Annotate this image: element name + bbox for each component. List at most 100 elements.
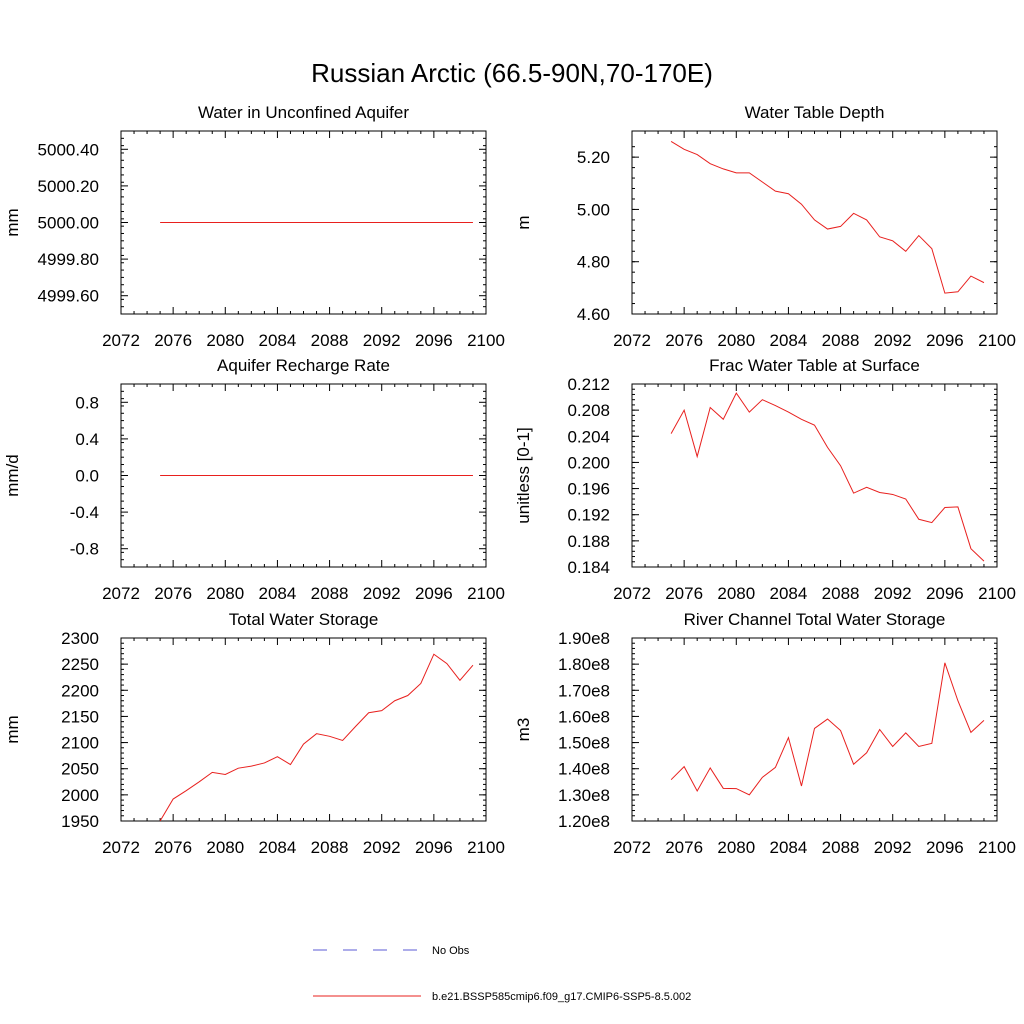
y-tick-label: 1.80e8 bbox=[558, 655, 610, 674]
x-tick-label: 2072 bbox=[102, 838, 140, 857]
x-tick-label: 2096 bbox=[415, 584, 453, 603]
x-tick-label: 2076 bbox=[665, 331, 703, 350]
figure-title: Russian Arctic (66.5-90N,70-170E) bbox=[311, 58, 713, 88]
y-tick-label: 5000.20 bbox=[38, 177, 99, 196]
x-tick-label: 2088 bbox=[311, 584, 349, 603]
y-tick-label: 1.90e8 bbox=[558, 629, 610, 648]
y-tick-label: 2150 bbox=[61, 707, 99, 726]
x-tick-label: 2080 bbox=[206, 838, 244, 857]
y-tick-label: 4.60 bbox=[577, 305, 610, 324]
x-tick-label: 2096 bbox=[926, 331, 964, 350]
series-line bbox=[670, 392, 985, 562]
y-tick-label: 0.208 bbox=[567, 401, 610, 420]
y-tick-label: 1.30e8 bbox=[558, 786, 610, 805]
y-tick-label: 1.50e8 bbox=[558, 734, 610, 753]
chart-water-in-unconfined-aquifer: 2072 2076 2080 2084 2088 2092 2096 2100 4999.60 4… bbox=[3, 103, 505, 350]
y-tick-label: 1.20e8 bbox=[558, 812, 610, 831]
y-tick-label: -0.4 bbox=[70, 503, 99, 522]
y-tick-label: 2100 bbox=[61, 734, 99, 753]
x-tick-label: 2092 bbox=[363, 838, 401, 857]
x-tick-label: 2092 bbox=[874, 331, 912, 350]
chart-river-channel-total-water-storage: 2072 2076 2080 2084 2088 2092 2096 2100 1.20e8 1.… bbox=[514, 610, 1016, 857]
y-tick-label: 4.80 bbox=[577, 253, 610, 272]
x-tick-label: 2076 bbox=[154, 584, 192, 603]
y-tick-label: 1.60e8 bbox=[558, 707, 610, 726]
legend-label-no-obs: No Obs bbox=[432, 945, 470, 957]
y-tick-label: 1.70e8 bbox=[558, 681, 610, 700]
y-axis-label: unitless [0-1] bbox=[514, 427, 533, 523]
x-tick-label: 2084 bbox=[770, 331, 808, 350]
x-tick-label: 2072 bbox=[102, 584, 140, 603]
y-tick-label: 5000.00 bbox=[38, 214, 99, 233]
y-tick-label: 0.0 bbox=[75, 467, 99, 486]
plot-frame bbox=[631, 383, 998, 568]
chart-total-water-storage: 2072 2076 2080 2084 2088 2092 2096 2100 1950 2000… bbox=[3, 610, 505, 857]
x-tick-label: 2076 bbox=[665, 838, 703, 857]
y-tick-label: 1.40e8 bbox=[558, 760, 610, 779]
y-tick-label: 5.20 bbox=[577, 148, 610, 167]
x-tick-label: 2100 bbox=[978, 838, 1016, 857]
x-tick-label: 2100 bbox=[467, 838, 505, 857]
x-tick-label: 2100 bbox=[467, 584, 505, 603]
x-tick-label: 2076 bbox=[665, 584, 703, 603]
x-tick-label: 2096 bbox=[926, 584, 964, 603]
x-tick-label: 2084 bbox=[259, 584, 297, 603]
x-tick-label: 2084 bbox=[259, 838, 297, 857]
y-tick-label: 5.00 bbox=[577, 200, 610, 219]
y-tick-label: 0.8 bbox=[75, 393, 99, 412]
chart-water-table-depth: 2072 2076 2080 2084 2088 2092 2096 2100 4.60 4.80… bbox=[514, 103, 1016, 350]
chart-title: Total Water Storage bbox=[229, 610, 379, 629]
y-axis-label: m3 bbox=[514, 718, 533, 742]
chart-frac-water-table-at-surface: 2072 2076 2080 2084 2088 2092 2096 2100 0.184 0.1… bbox=[514, 356, 1016, 603]
y-tick-label: 2250 bbox=[61, 655, 99, 674]
x-tick-label: 2088 bbox=[311, 331, 349, 350]
y-tick-label: 0.212 bbox=[567, 375, 610, 394]
y-tick-label: 2300 bbox=[61, 629, 99, 648]
series-line bbox=[670, 662, 985, 796]
x-tick-label: 2088 bbox=[311, 838, 349, 857]
y-tick-label: 0.4 bbox=[75, 430, 99, 449]
legend: No Obs b.e21.BSSP585cmip6.f09_g17.CMIP6-… bbox=[313, 945, 691, 1003]
y-tick-label: 1950 bbox=[61, 812, 99, 831]
x-tick-label: 2088 bbox=[822, 584, 860, 603]
x-tick-label: 2080 bbox=[717, 838, 755, 857]
chart-title: Aquifer Recharge Rate bbox=[217, 356, 390, 375]
x-tick-label: 2084 bbox=[259, 331, 297, 350]
x-tick-label: 2080 bbox=[717, 584, 755, 603]
x-tick-label: 2096 bbox=[415, 331, 453, 350]
y-axis-label: mm bbox=[3, 715, 22, 743]
x-tick-label: 2088 bbox=[822, 838, 860, 857]
y-axis-label: m bbox=[514, 215, 533, 229]
y-tick-label: 2050 bbox=[61, 760, 99, 779]
x-tick-label: 2100 bbox=[978, 584, 1016, 603]
y-tick-label: 0.188 bbox=[567, 532, 610, 551]
x-tick-label: 2092 bbox=[363, 331, 401, 350]
series-line bbox=[670, 141, 985, 294]
y-tick-label: 4999.60 bbox=[38, 287, 99, 306]
x-tick-label: 2088 bbox=[822, 331, 860, 350]
x-tick-label: 2080 bbox=[206, 331, 244, 350]
series-line bbox=[159, 653, 474, 821]
chart-title: Water in Unconfined Aquifer bbox=[198, 103, 409, 122]
x-tick-label: 2072 bbox=[613, 584, 651, 603]
y-tick-label: 0.192 bbox=[567, 506, 610, 525]
x-tick-label: 2072 bbox=[613, 838, 651, 857]
x-tick-label: 2100 bbox=[467, 331, 505, 350]
y-tick-label: 0.184 bbox=[567, 558, 610, 577]
x-tick-label: 2080 bbox=[717, 331, 755, 350]
legend-label-model-run: b.e21.BSSP585cmip6.f09_g17.CMIP6-SSP5-8.… bbox=[432, 991, 691, 1003]
chart-panels: 2072 2076 2080 2084 2088 2092 2096 2100 4999.60 4… bbox=[3, 103, 1016, 857]
chart-title: River Channel Total Water Storage bbox=[684, 610, 946, 629]
x-tick-label: 2076 bbox=[154, 838, 192, 857]
chart-title: Frac Water Table at Surface bbox=[709, 356, 920, 375]
x-tick-label: 2100 bbox=[978, 331, 1016, 350]
x-tick-label: 2072 bbox=[102, 331, 140, 350]
x-tick-label: 2072 bbox=[613, 331, 651, 350]
x-tick-label: 2096 bbox=[415, 838, 453, 857]
y-tick-label: -0.8 bbox=[70, 540, 99, 559]
x-tick-label: 2092 bbox=[874, 838, 912, 857]
x-tick-label: 2092 bbox=[363, 584, 401, 603]
y-axis-label: mm bbox=[3, 208, 22, 236]
chart-aquifer-recharge-rate: 2072 2076 2080 2084 2088 2092 2096 2100 -0.8 -0.4… bbox=[3, 356, 505, 603]
x-tick-label: 2084 bbox=[770, 584, 808, 603]
